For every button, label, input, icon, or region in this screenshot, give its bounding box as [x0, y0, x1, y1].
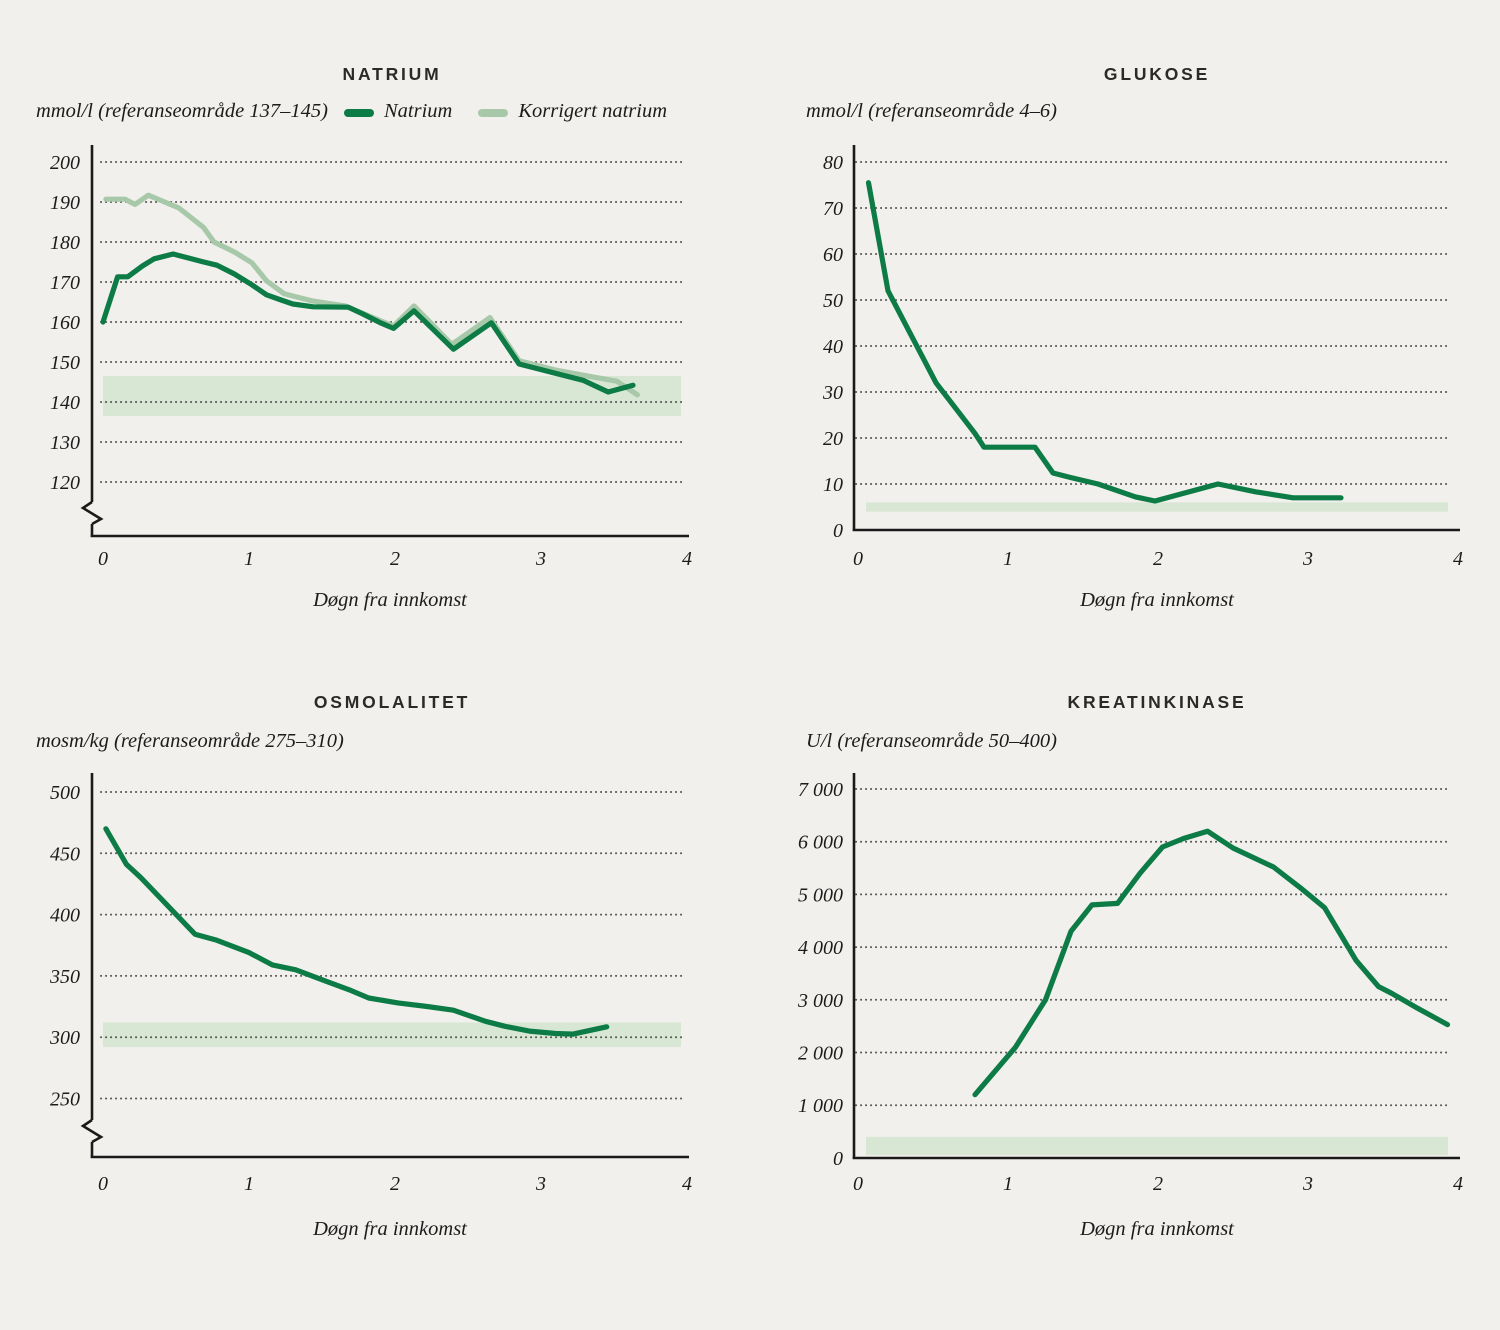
y-tick-label: 70 — [823, 198, 843, 220]
y-tick-label: 4 000 — [798, 937, 843, 959]
x-tick-label: 1 — [244, 548, 254, 570]
legend-label-natrium: Natrium — [384, 100, 453, 122]
x-axis-label-natrium: Døgn fra innkomst — [313, 589, 467, 611]
y-tick-label: 7 000 — [798, 779, 843, 801]
y-tick-label: 250 — [50, 1089, 80, 1111]
y-tick-label: 80 — [823, 152, 843, 174]
unit-label-glukose: mmol/l (referanseområde 4–6) — [806, 100, 1057, 122]
y-tick-label: 160 — [50, 312, 80, 334]
unit-label-osmolalitet: mosm/kg (referanseområde 275–310) — [36, 730, 344, 752]
x-tick-label: 0 — [853, 1173, 863, 1195]
x-tick-label: 4 — [1453, 1173, 1463, 1195]
y-tick-label: 2 000 — [798, 1043, 843, 1065]
series-line-osmolalitet — [103, 826, 610, 1037]
y-tick-label: 180 — [50, 232, 80, 254]
plot-kreatinkinase: 7 000 6 000 5 000 4 000 3 000 2 000 1 000 00 1 2 3… — [797, 773, 1463, 1195]
y-tick-label: 0 — [833, 1148, 843, 1170]
y-tick-label: 350 — [49, 966, 80, 988]
x-tick-label: 1 — [1003, 1173, 1013, 1195]
y-tick-label: 20 — [823, 428, 843, 450]
plot-natrium: 200 190 180 170 160 150 140 130 120 0 1 2 3 4 — [50, 145, 692, 570]
y-tick-label: 120 — [50, 472, 80, 494]
y-tick-label: 5 000 — [798, 884, 843, 906]
x-tick-label: 1 — [1003, 548, 1013, 570]
chart-title-kreatinkinase: KREATINKINASE — [1067, 692, 1247, 712]
chart-title-glukose: GLUKOSE — [1103, 64, 1211, 84]
reference-band-kreatinkinase — [866, 1136, 1448, 1156]
x-tick-label: 3 — [1302, 1173, 1313, 1195]
y-tick-label: 60 — [823, 244, 843, 266]
y-tick-label: 6 000 — [798, 832, 843, 854]
y-tick-label: 130 — [50, 432, 80, 454]
legend-swatch-korrigert-natrium — [478, 109, 509, 117]
y-tick-label: 30 — [822, 382, 843, 404]
x-tick-label: 2 — [390, 548, 400, 570]
y-tick-label: 450 — [50, 843, 80, 865]
x-axis-label-glukose: Døgn fra innkomst — [1080, 589, 1234, 611]
series-line-glukose — [865, 180, 1344, 504]
x-axis-label-osmolalitet: Døgn fra innkomst — [313, 1218, 467, 1240]
series-line-korrigert-natrium — [103, 192, 641, 398]
chart-title-osmolalitet: OSMOLALITET — [313, 692, 471, 712]
unit-label-natrium: mmol/l (referanseområde 137–145) — [36, 100, 328, 122]
legend-label-korrigert-natrium: Korrigert natrium — [518, 100, 668, 122]
x-tick-label: 2 — [1153, 548, 1163, 570]
y-tick-label: 1 000 — [798, 1095, 843, 1117]
y-tick-label: 140 — [50, 392, 80, 414]
reference-band-glukose — [866, 502, 1448, 512]
x-tick-label: 4 — [682, 1173, 692, 1195]
y-tick-label: 3 000 — [797, 990, 843, 1012]
x-tick-label: 3 — [1302, 548, 1313, 570]
x-tick-label: 1 — [244, 1173, 254, 1195]
y-axis-break — [80, 1118, 104, 1144]
legend-natrium: Natrium Korrigert natrium — [344, 100, 667, 123]
series-line-natrium — [100, 251, 636, 395]
legend-swatch-natrium — [344, 109, 374, 117]
y-axis-break — [80, 500, 104, 526]
y-tick-label: 170 — [50, 272, 80, 294]
x-tick-label: 4 — [1453, 548, 1463, 570]
x-tick-label: 4 — [682, 548, 692, 570]
y-tick-label: 50 — [823, 290, 843, 312]
chart-title-natrium: NATRIUM — [342, 64, 442, 84]
x-axis-label-kreatinkinase: Døgn fra innkomst — [1080, 1218, 1234, 1240]
y-tick-label: 40 — [823, 336, 843, 358]
y-tick-label: 10 — [823, 474, 843, 496]
y-tick-label: 500 — [50, 782, 80, 804]
x-tick-label: 3 — [535, 1173, 546, 1195]
unit-label-kreatinkinase: U/l (referanseområde 50–400) — [806, 730, 1057, 752]
x-tick-label: 3 — [535, 548, 546, 570]
y-tick-label: 400 — [50, 905, 80, 927]
x-tick-label: 2 — [390, 1173, 400, 1195]
x-tick-label: 0 — [98, 548, 108, 570]
x-tick-label: 2 — [1153, 1173, 1163, 1195]
y-tick-label: 0 — [833, 520, 843, 542]
x-tick-label: 0 — [853, 548, 863, 570]
plot-glukose: 80 70 60 50 40 30 20 10 00 1 2 3 4 — [822, 145, 1463, 570]
series-line-kreatinkinase — [972, 828, 1451, 1098]
y-tick-label: 190 — [50, 192, 80, 214]
reference-band-natrium — [103, 376, 681, 416]
y-tick-label: 300 — [49, 1027, 80, 1049]
y-tick-label: 200 — [50, 152, 80, 174]
reference-band-osmolalitet — [103, 1022, 681, 1047]
plot-osmolalitet: 500 450 400 350 300 250 0 1 2 3 4 — [49, 773, 692, 1195]
x-tick-label: 0 — [98, 1173, 108, 1195]
y-tick-label: 150 — [50, 352, 80, 374]
